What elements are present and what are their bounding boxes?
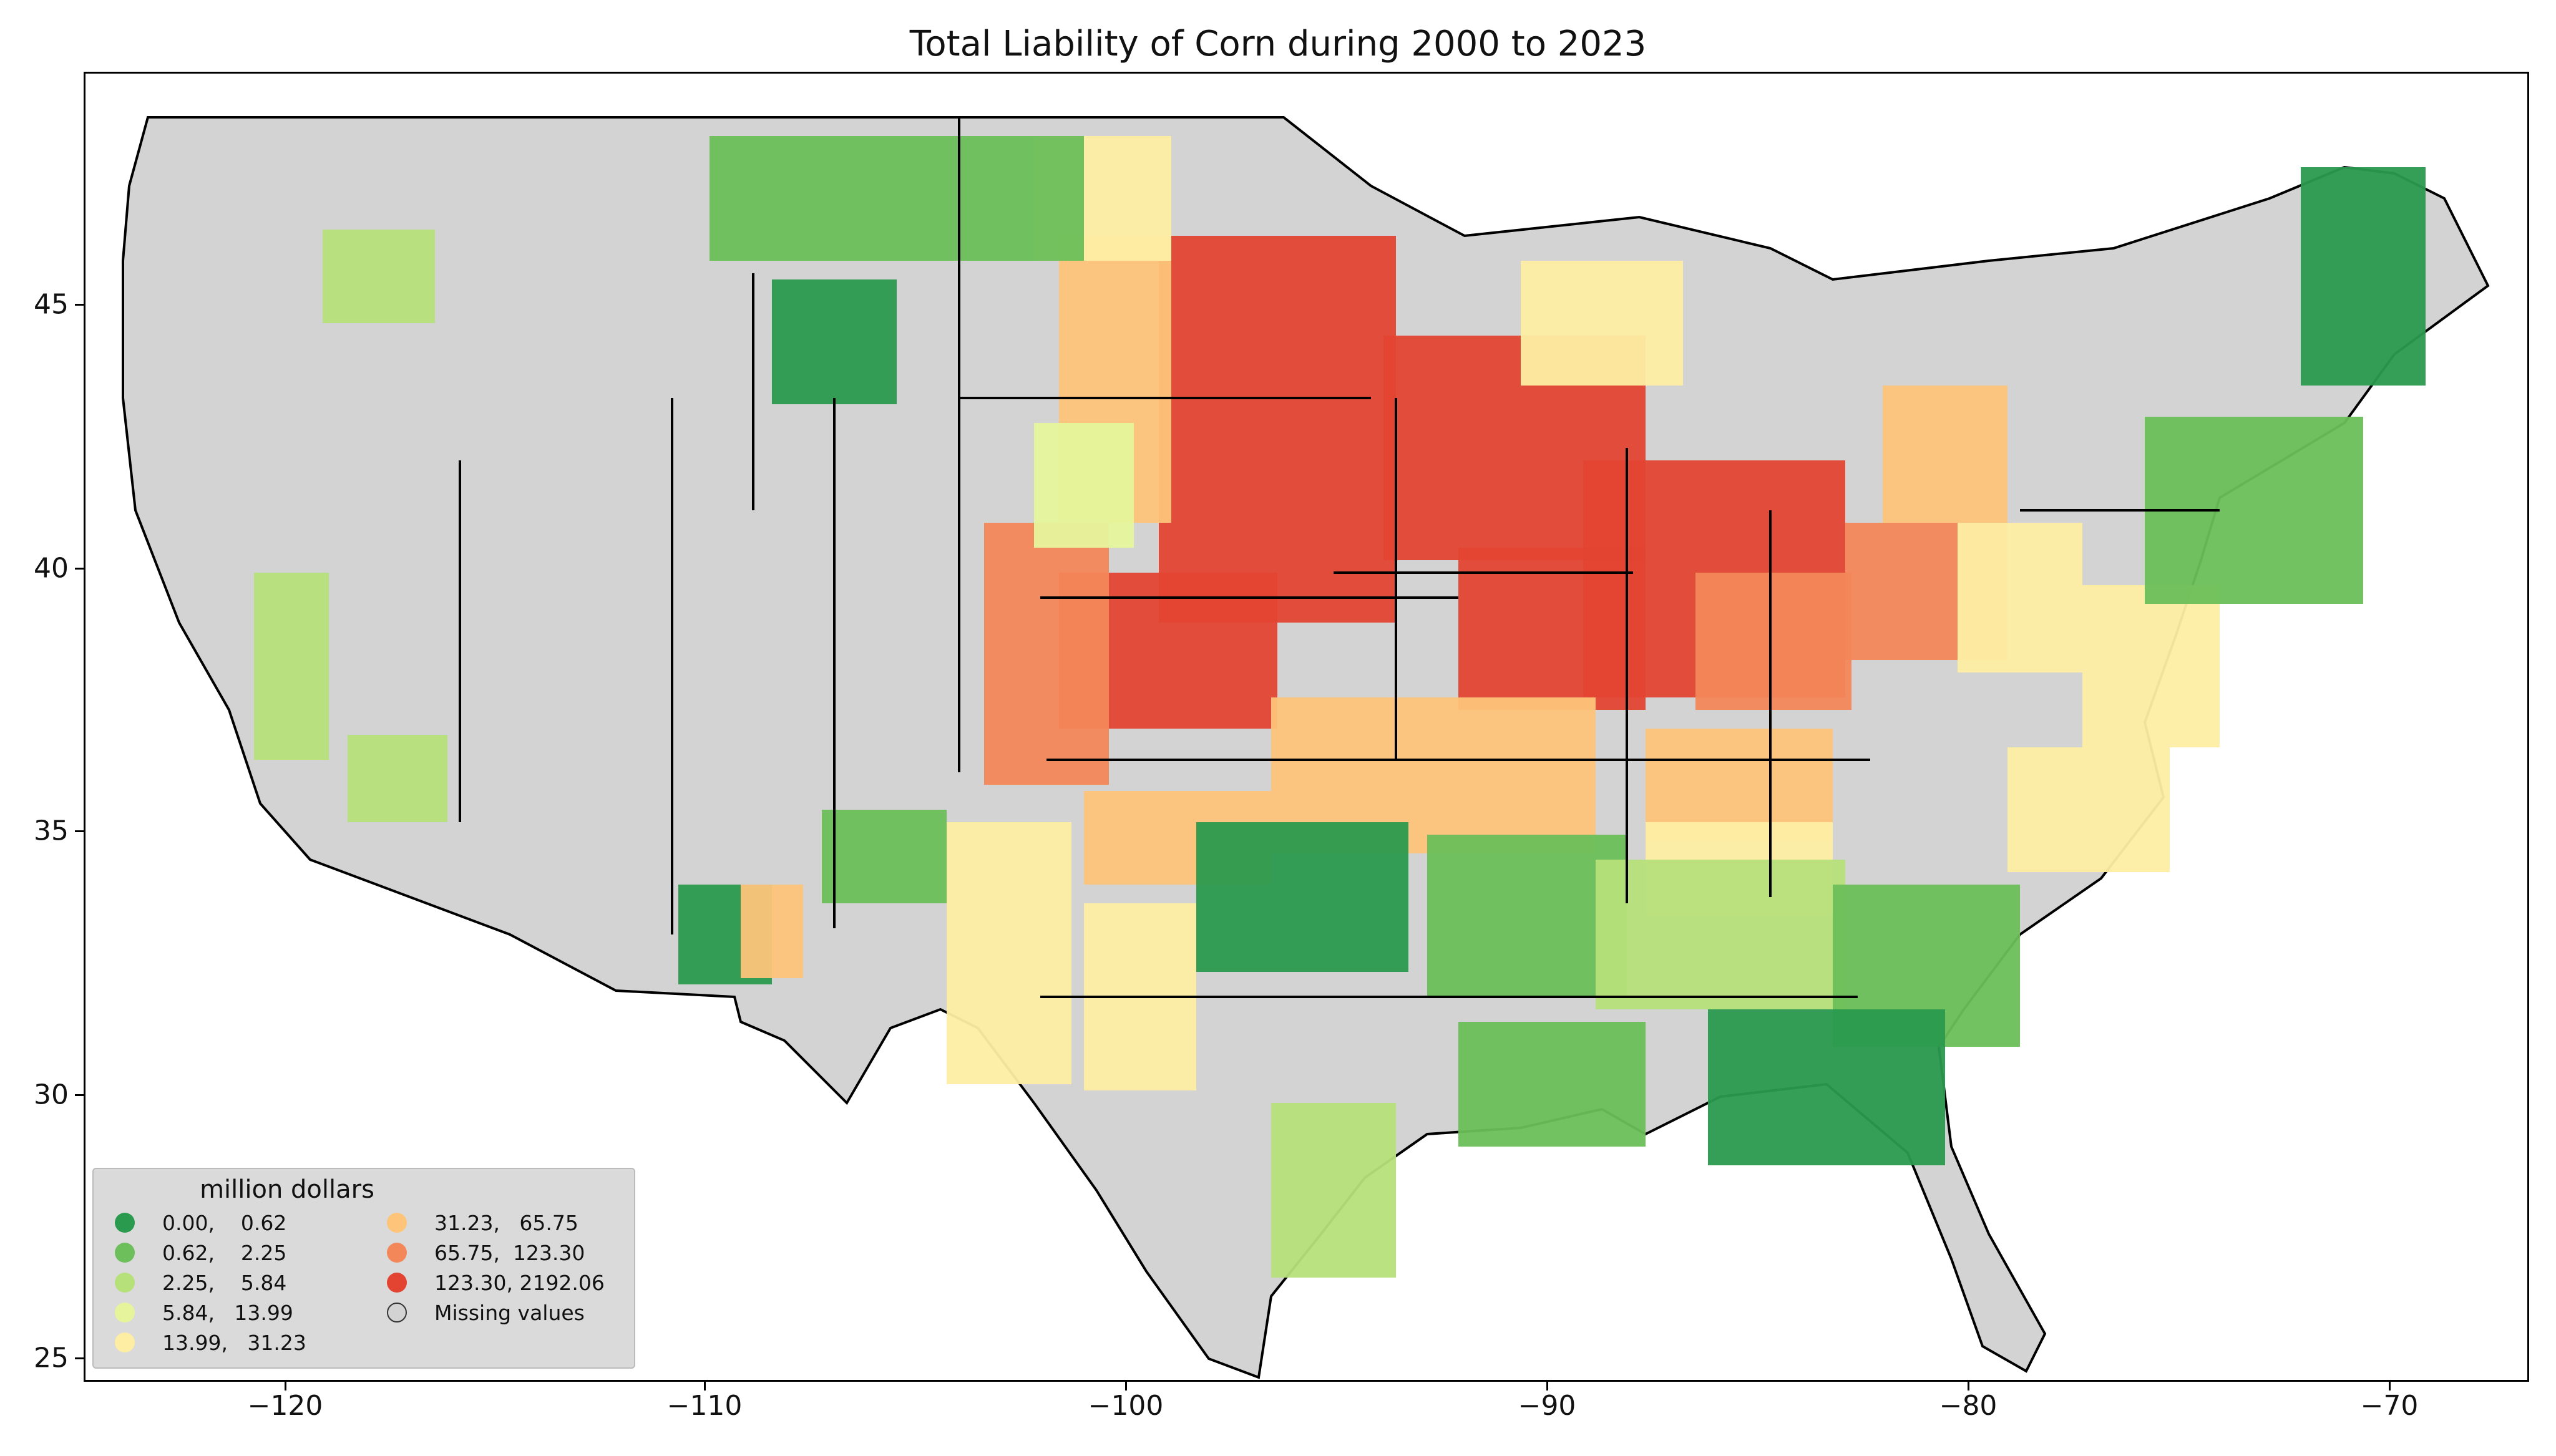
legend-swatch	[115, 1273, 135, 1293]
legend-label: 2.25, 5.84	[162, 1270, 287, 1295]
legend-swatch	[115, 1243, 135, 1263]
legend-label: 5.84, 13.99	[162, 1300, 293, 1325]
legend-swatch	[387, 1243, 407, 1263]
county-region	[1458, 548, 1646, 710]
legend-label: 123.30, 2192.06	[434, 1270, 605, 1295]
legend-item: Missing values	[387, 1299, 585, 1326]
county-region	[1708, 1009, 1945, 1165]
county-region	[1159, 236, 1396, 623]
legend-swatch	[387, 1303, 407, 1323]
y-tick-mark	[75, 304, 84, 306]
county-region	[1695, 573, 1851, 710]
map-title: Total Liability of Corn during 2000 to 2…	[909, 24, 1647, 64]
legend-item: 0.62, 2.25	[115, 1239, 286, 1266]
legend-item: 2.25, 5.84	[115, 1269, 286, 1296]
x-tick-mark	[285, 1382, 286, 1390]
county-region	[984, 523, 1109, 785]
county-region	[254, 573, 329, 760]
choropleth-map	[122, 116, 2490, 1379]
legend-item: 0.00, 0.62	[115, 1209, 286, 1236]
x-tick-mark	[1968, 1382, 1969, 1390]
x-tick-mark	[704, 1382, 706, 1390]
legend-swatch	[115, 1332, 135, 1352]
x-tick-label: −120	[247, 1390, 323, 1422]
state-boundaries	[459, 117, 2220, 998]
y-tick-mark	[75, 1094, 84, 1096]
county-region	[1196, 822, 1408, 972]
y-tick-mark	[75, 830, 84, 832]
legend-item: 65.75, 123.30	[387, 1239, 585, 1266]
legend-swatch	[387, 1213, 407, 1233]
legend-label: 13.99, 31.23	[162, 1330, 306, 1355]
legend-item: 13.99, 31.23	[115, 1329, 306, 1356]
y-tick-mark	[75, 568, 84, 570]
county-region	[772, 279, 897, 404]
x-tick-mark	[2389, 1382, 2391, 1390]
county-region	[822, 810, 947, 903]
x-tick-mark	[1546, 1382, 1548, 1390]
county-regions	[254, 136, 2426, 1278]
y-tick-label: 40	[34, 552, 69, 585]
county-region	[2082, 585, 2220, 747]
legend-item: 5.84, 13.99	[115, 1299, 293, 1326]
county-region	[1271, 1103, 1396, 1278]
county-region	[1883, 386, 2007, 523]
map-axes	[84, 72, 2529, 1382]
county-region	[1958, 523, 2082, 672]
x-tick-label: −90	[1518, 1390, 1576, 1422]
legend-label: 0.00, 0.62	[162, 1210, 287, 1235]
legend-swatch	[115, 1303, 135, 1323]
legend-item: 31.23, 65.75	[387, 1209, 578, 1236]
county-region	[1596, 860, 1845, 1009]
y-tick-label: 30	[34, 1079, 69, 1111]
legend-label: 31.23, 65.75	[434, 1210, 578, 1235]
legend: million dollars 0.00, 0.62 0.62, 2.25 2.…	[92, 1168, 635, 1369]
county-region	[323, 230, 435, 323]
county-region	[1458, 1022, 1646, 1147]
legend-label: Missing values	[434, 1300, 585, 1325]
legend-item: 123.30, 2192.06	[387, 1269, 605, 1296]
x-tick-label: −100	[1088, 1390, 1164, 1422]
county-region	[348, 735, 447, 822]
legend-label: 0.62, 2.25	[162, 1240, 287, 1265]
county-region	[1427, 835, 1627, 997]
y-tick-mark	[75, 1357, 84, 1359]
county-region	[2007, 747, 2170, 872]
county-region	[1034, 423, 1134, 548]
legend-title: million dollars	[200, 1175, 374, 1204]
county-region	[947, 822, 1071, 1084]
legend-label: 65.75, 123.30	[434, 1240, 585, 1265]
legend-swatch	[387, 1273, 407, 1293]
x-tick-mark	[1125, 1382, 1127, 1390]
county-region	[2301, 167, 2426, 386]
x-tick-label: −70	[2360, 1390, 2419, 1422]
y-tick-label: 35	[34, 815, 69, 847]
x-tick-label: −110	[666, 1390, 743, 1422]
y-tick-label: 25	[34, 1342, 69, 1374]
county-region	[710, 136, 1084, 261]
x-tick-label: −80	[1939, 1390, 1997, 1422]
county-region	[1521, 261, 1683, 386]
legend-swatch	[115, 1213, 135, 1233]
county-region	[741, 885, 803, 978]
y-tick-label: 45	[34, 288, 69, 321]
